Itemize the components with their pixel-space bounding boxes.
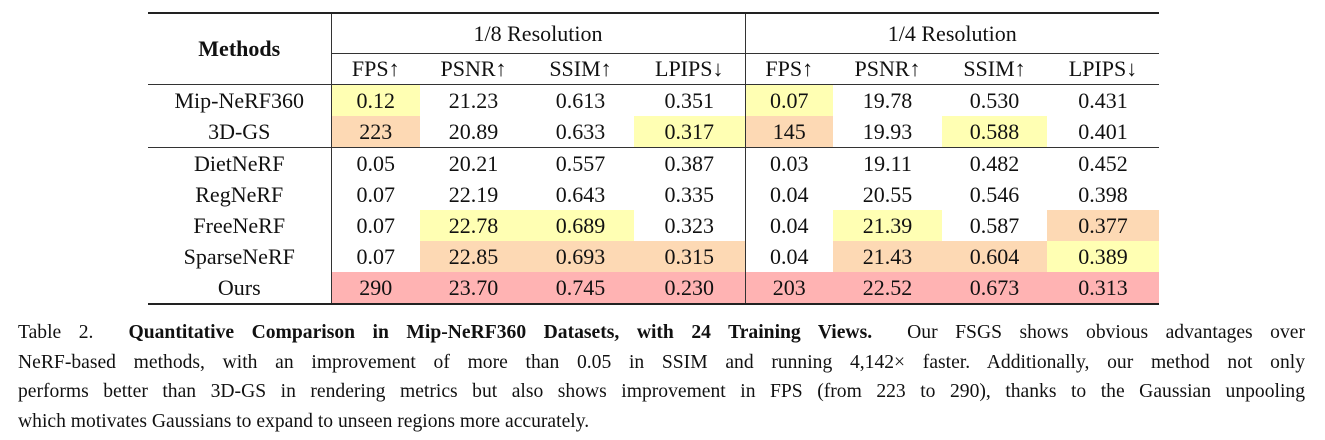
table-row: FreeNeRF 0.07 22.78 0.689 0.323 0.04 21.39 0.58… [148, 210, 1159, 241]
caption-title: Quantitative Comparison in Mip-NeRF360 D… [128, 322, 873, 343]
value-cell: 0.317 [634, 116, 746, 148]
value-cell: 0.745 [527, 272, 634, 305]
value-cell: 0.12 [331, 84, 420, 116]
table-row: Mip-NeRF360 0.12 21.23 0.613 0.351 0.07 19.78 0… [148, 84, 1159, 116]
metric-header: FPS↑ [745, 53, 833, 85]
value-cell: 0.05 [331, 147, 420, 179]
value-cell: 0.633 [555, 118, 606, 144]
value-cell: 19.93 [862, 118, 913, 144]
value-cell: 0.07 [745, 84, 833, 116]
value-cell: 223 [331, 116, 420, 148]
comparison-table: Methods 1/8 Resolution 1/4 Resolution FP… [148, 12, 1159, 305]
value-cell: 0.401 [1078, 118, 1128, 144]
value-cell: 0.335 [634, 179, 746, 210]
value-cell: 0.673 [942, 272, 1047, 305]
caption-line-4: which motivates Gaussians to expand to u… [18, 410, 590, 432]
table-caption: Table 2. Quantitative Comparison in Mip-… [18, 318, 1305, 436]
value-cell: 23.70 [420, 272, 527, 305]
metric-header: LPIPS↓ [634, 53, 746, 85]
metric-header: SSIM↑ [942, 53, 1047, 85]
value-cell: 0.377 [1047, 210, 1159, 241]
value-cell: 0.07 [356, 181, 396, 207]
method-name: FreeNeRF [148, 210, 332, 241]
table-row: 3D-GS 223 20.89 0.633 0.317 145 19.93 0.588 0.40… [148, 116, 1159, 148]
value-cell: 0.604 [942, 241, 1047, 272]
metric-header: FPS↑ [331, 53, 420, 85]
value-cell: 0.643 [555, 181, 606, 207]
value-cell: 0.587 [969, 212, 1020, 238]
caption-line-2: NeRF-based methods, with an improvement … [18, 351, 1305, 373]
value-cell: 0.546 [969, 181, 1020, 207]
caption-line-3: performs better than 3D-GS in rendering … [18, 381, 1305, 402]
metric-header: LPIPS↓ [1047, 53, 1159, 85]
value-cell: 0.07 [356, 212, 396, 238]
value-cell: 0.557 [527, 147, 634, 179]
value-cell: 19.78 [862, 87, 913, 113]
value-cell: 0.04 [770, 243, 809, 269]
value-cell: 20.21 [420, 147, 527, 179]
caption-line-1: Table 2. Quantitative Comparison in Mip-… [18, 318, 1305, 348]
value-cell: 145 [745, 116, 833, 148]
caption-text: Our FSGS shows obvious advantages over [907, 322, 1305, 343]
value-cell: 0.387 [634, 147, 746, 179]
metric-header: PSNR↑ [833, 53, 942, 85]
value-cell: 0.351 [634, 84, 746, 116]
value-cell: 0.230 [634, 272, 746, 305]
value-cell: 20.55 [862, 181, 913, 207]
value-cell: 0.398 [1078, 181, 1128, 207]
value-cell: 290 [331, 272, 420, 305]
method-name: Ours [148, 272, 332, 305]
value-cell: 0.588 [942, 116, 1047, 148]
method-name: 3D-GS [148, 116, 332, 148]
value-cell: 203 [745, 272, 833, 305]
value-cell: 21.23 [448, 87, 499, 113]
metric-header: PSNR↑ [420, 53, 527, 85]
value-cell: 0.431 [1078, 87, 1128, 113]
methods-header: Methods [148, 12, 332, 85]
value-cell: 0.313 [1047, 272, 1159, 305]
table-row: SparseNeRF 0.07 22.85 0.693 0.315 0.04 21.43 0.… [148, 241, 1159, 272]
table-row: DietNeRF 0.05 20.21 0.557 0.387 0.03 19.11 0.48… [148, 147, 1159, 179]
group-header-1-8: 1/8 Resolution [331, 12, 746, 54]
value-cell: 0.07 [356, 243, 396, 269]
value-cell: 0.530 [969, 87, 1020, 113]
method-name: RegNeRF [148, 179, 332, 210]
method-name: DietNeRF [148, 147, 332, 179]
table-row: RegNeRF 0.07 22.19 0.643 0.335 0.04 20.55 0.546… [148, 179, 1159, 210]
value-cell: 22.85 [420, 241, 527, 272]
value-cell: 20.89 [448, 118, 499, 144]
method-name: SparseNeRF [148, 241, 332, 272]
value-cell: 22.52 [833, 272, 942, 305]
value-cell: 0.389 [1047, 241, 1159, 272]
group-header-1-4: 1/4 Resolution [745, 12, 1159, 54]
metric-header: SSIM↑ [527, 53, 634, 85]
value-cell: 22.19 [448, 181, 499, 207]
table-row: Ours 290 23.70 0.745 0.230 203 22.52 0.673 0.313 [148, 272, 1159, 305]
value-cell: 0.693 [527, 241, 634, 272]
value-cell: 0.04 [770, 212, 809, 238]
value-cell: 0.689 [527, 210, 634, 241]
value-cell: 0.04 [770, 181, 809, 207]
value-cell: 21.43 [833, 241, 942, 272]
value-cell: 0.03 [745, 147, 833, 179]
caption-label: Table 2. [18, 322, 94, 343]
value-cell: 0.315 [634, 241, 746, 272]
value-cell: 0.613 [555, 87, 606, 113]
value-cell: 22.78 [420, 210, 527, 241]
method-name: Mip-NeRF360 [148, 84, 332, 116]
value-cell: 0.452 [1047, 147, 1159, 179]
value-cell: 0.323 [634, 210, 746, 241]
value-cell: 21.39 [833, 210, 942, 241]
value-cell: 0.482 [942, 147, 1047, 179]
value-cell: 19.11 [833, 147, 942, 179]
